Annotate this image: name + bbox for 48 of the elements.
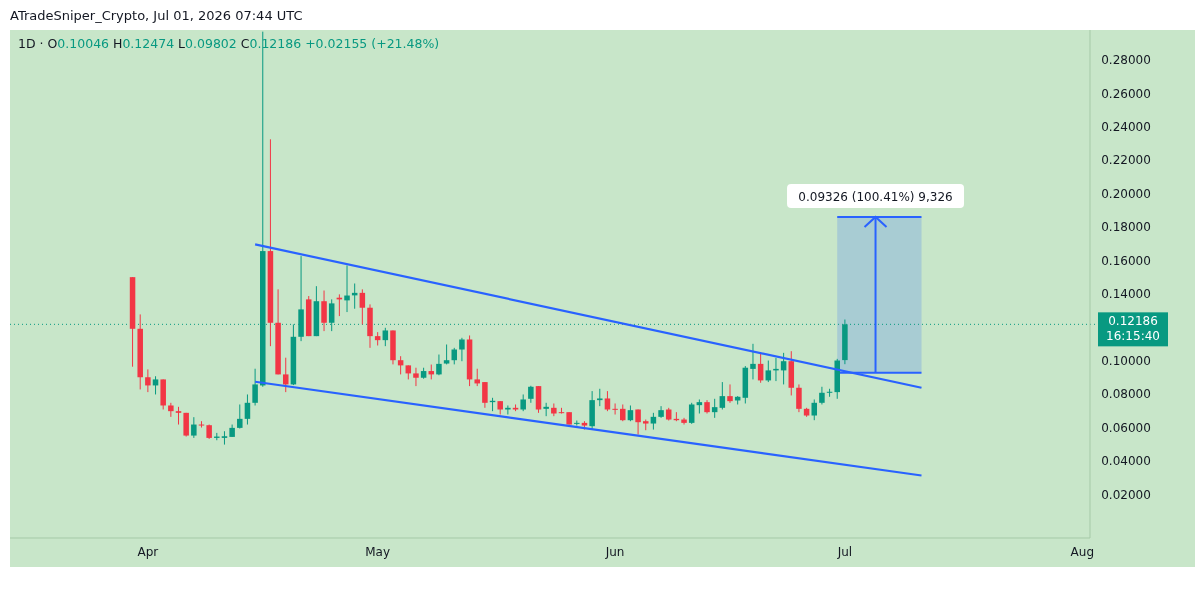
x-tick-label: Aug [1070, 545, 1095, 559]
candlestick [482, 381, 488, 409]
candlestick [413, 367, 419, 387]
y-tick-label: 0.18000 [1101, 220, 1151, 235]
y-tick-label: 0.10000 [1101, 353, 1151, 368]
y-tick-label: 0.26000 [1101, 86, 1151, 101]
candlestick [145, 368, 151, 393]
x-tick-label: Jun [604, 545, 625, 559]
x-tick-label: May [365, 545, 391, 559]
candlestick [635, 409, 641, 436]
x-tick-label: Jul [836, 545, 853, 559]
candlestick [727, 383, 733, 404]
y-tick-label: 0.14000 [1101, 287, 1151, 302]
y-tick-label: 0.24000 [1101, 119, 1151, 134]
candlestick [688, 402, 695, 425]
candlestick [796, 383, 802, 413]
ref-line-label: 0.12186 16:15:40 [1106, 314, 1160, 344]
y-tick-label: 0.28000 [1101, 53, 1151, 68]
candlestick [382, 327, 389, 347]
y-tick-label: 0.06000 [1101, 420, 1151, 435]
candlestick [252, 368, 258, 406]
candlestick [168, 402, 174, 418]
chart-title: ATradeSniper_Crypto, Jul 01, 2026 07:44 UTC [10, 8, 303, 23]
candlestick [612, 402, 618, 416]
candlestick [282, 357, 289, 393]
candlestick [152, 375, 159, 395]
candlestick [719, 381, 726, 410]
candlestick [765, 360, 772, 383]
candlestick [750, 343, 756, 380]
x-tick-label: Apr [137, 545, 159, 559]
y-tick-label: 0.16000 [1101, 253, 1151, 268]
candlestick [359, 288, 366, 325]
y-tick-label: 0.04000 [1101, 454, 1151, 469]
candlestick [244, 393, 251, 426]
y-tick-label: 0.20000 [1101, 186, 1151, 201]
candlestick [191, 416, 197, 439]
y-tick-label: 0.22000 [1101, 153, 1151, 168]
candlestick [604, 390, 611, 412]
annotation: 0.09326 (100.41%) 9,326 [798, 189, 953, 204]
candlestick [221, 430, 228, 446]
candlestick [811, 398, 818, 421]
y-tick-label: 0.02000 [1101, 487, 1151, 502]
candlestick [237, 403, 243, 430]
candlestick [436, 354, 442, 376]
y-tick-label: 0.08000 [1101, 387, 1151, 402]
candlestick [681, 417, 687, 426]
candlestick [459, 337, 465, 362]
candlestick [321, 290, 327, 332]
